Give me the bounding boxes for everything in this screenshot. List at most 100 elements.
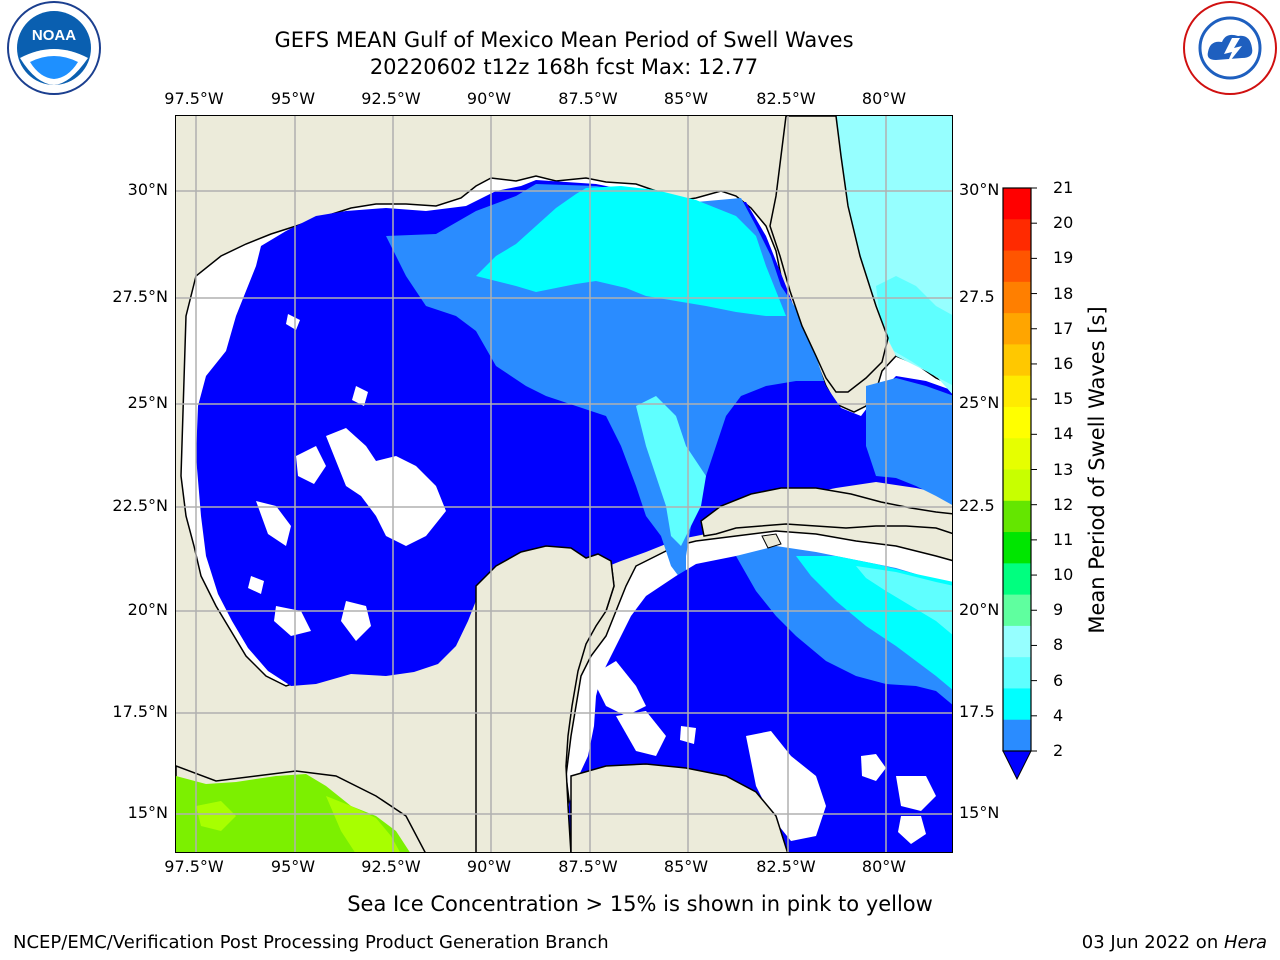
wave-band-8-9 — [856, 566, 952, 635]
lon-label-top: 92.5°W — [361, 89, 421, 108]
colorbar-segment — [1003, 188, 1031, 220]
florida-land — [769, 116, 889, 393]
lon-label-top: 90°W — [466, 89, 512, 108]
isla-de-juventud — [761, 533, 782, 549]
colorbar-tick-label: 18 — [1053, 283, 1074, 303]
colorbar-segment — [1003, 219, 1031, 252]
colorbar-segment — [1003, 469, 1031, 502]
no-data-patch — [296, 446, 326, 484]
colorbar-tick-label: 13 — [1053, 459, 1074, 479]
no-data-patch — [256, 501, 291, 546]
lon-label-bottom: 87.5°W — [558, 857, 618, 876]
colorbar-segment — [1003, 625, 1031, 658]
map-canvas — [176, 116, 952, 852]
colorbar-segment — [1003, 719, 1031, 752]
graticule — [176, 116, 952, 852]
lat-label-right: 22.5 — [959, 496, 995, 515]
colorbar-segment — [1003, 344, 1031, 377]
timestamp-text: 03 Jun 2022 on Hera — [1082, 932, 1267, 953]
colorbar-segment — [1003, 438, 1031, 470]
colorbar-tick-label: 11 — [1053, 529, 1074, 549]
colorbar-tick-label: 10 — [1053, 565, 1074, 585]
lon-label-bottom: 97.5°W — [164, 857, 224, 876]
colorbar-tick-label: 12 — [1053, 494, 1074, 514]
map-subtitle: 20220602 t12z 168h fcst Max: 12.77 — [369, 55, 759, 79]
lat-label-right: 20°N — [959, 600, 1000, 619]
colorbar-segment — [1003, 500, 1031, 533]
central-america-land — [570, 763, 789, 852]
cuba-land — [700, 487, 952, 537]
lat-label-right: 27.5 — [959, 287, 995, 306]
lon-label-bottom: 95°W — [270, 857, 316, 876]
colorbar-tick-label: 6 — [1053, 670, 1064, 690]
lon-label-top: 87.5°W — [558, 89, 618, 108]
wave-band-6-8 — [876, 276, 952, 385]
lat-label-left: 20°N — [127, 600, 168, 619]
colorbar-tick-label: 20 — [1053, 213, 1074, 233]
colorbar-tick-label: 4 — [1053, 705, 1064, 725]
colorbar-segment — [1003, 563, 1031, 596]
map-panel[interactable] — [175, 115, 953, 853]
nws-logo — [1180, 0, 1280, 100]
colorbar-tick-label: 19 — [1053, 248, 1074, 268]
no-data-patch — [352, 386, 368, 406]
wave-band-4-6 — [866, 378, 952, 505]
lat-label-right: 25°N — [959, 393, 1000, 412]
colorbar-extend-arrow — [1002, 750, 1032, 781]
colorbar-segment — [1003, 688, 1031, 721]
no-data-patch — [274, 606, 311, 636]
colorbar-tick-label: 17 — [1053, 318, 1074, 338]
colorbar-tick-label: 9 — [1053, 600, 1064, 620]
colorbar-segment — [1003, 406, 1031, 439]
colorbar-tick-label: 21 — [1053, 178, 1074, 197]
lat-label-left: 22.5°N — [112, 496, 168, 515]
colorbar-graphic — [1002, 187, 1037, 781]
lat-label-right: 17.5 — [959, 702, 995, 721]
no-data-patch — [898, 816, 926, 844]
lat-label-right: 15°N — [959, 803, 1000, 822]
lon-label-top: 97.5°W — [164, 89, 224, 108]
colorbar-segment — [1003, 594, 1031, 627]
colorbar-tick-label: 16 — [1053, 353, 1074, 373]
colorbar-tick-label: 15 — [1053, 389, 1074, 409]
lat-label-left: 27.5°N — [112, 287, 168, 306]
no-data-patch — [286, 314, 300, 330]
no-data-patch — [248, 576, 264, 594]
lon-label-top: 95°W — [270, 89, 316, 108]
colorbar-tick-label: 14 — [1053, 424, 1074, 444]
no-data-patch — [201, 271, 236, 341]
lat-label-left: 30°N — [127, 180, 168, 199]
map-title: GEFS MEAN Gulf of Mexico Mean Period of … — [274, 28, 854, 52]
yucatan-land — [475, 545, 615, 852]
colorbar-segment — [1003, 313, 1031, 345]
lat-label-right: 30°N — [959, 180, 1000, 199]
sea-ice-note: Sea Ice Concentration > 15% is shown in … — [347, 892, 933, 916]
no-data-patch — [326, 428, 446, 546]
lat-label-left: 15°N — [127, 803, 168, 822]
wave-band-12-13 — [326, 796, 400, 852]
lon-label-top: 85°W — [663, 89, 709, 108]
colorbar-segment — [1003, 375, 1031, 408]
host-name: Hera — [1223, 932, 1267, 953]
no-data-patch — [591, 661, 646, 716]
run-date: 03 Jun 2022 on — [1081, 932, 1224, 953]
lon-label-bottom: 92.5°W — [361, 857, 421, 876]
lon-label-bottom: 82.5°W — [756, 857, 816, 876]
no-data-patch — [616, 711, 666, 756]
wave-band-6-8 — [476, 186, 786, 316]
lon-label-bottom: 90°W — [466, 857, 512, 876]
colorbar-tick-label: 8 — [1053, 635, 1064, 655]
no-data-patch — [861, 754, 886, 781]
noaa-logo-text: NOAA — [32, 27, 76, 44]
colorbar-segment — [1003, 657, 1031, 689]
colorbar-tick-label: 2 — [1053, 741, 1064, 760]
no-data-patch — [896, 776, 936, 811]
colorbar — [1000, 185, 1050, 785]
colorbar-segment — [1003, 281, 1031, 314]
wave-band-12-13 — [196, 801, 236, 831]
lon-label-bottom: 85°W — [663, 857, 709, 876]
colorbar-segment — [1003, 532, 1031, 564]
lat-label-left: 25°N — [127, 393, 168, 412]
colorbar-label: Mean Period of Swell Waves [s] — [1085, 306, 1109, 634]
lon-label-top: 80°W — [861, 89, 907, 108]
